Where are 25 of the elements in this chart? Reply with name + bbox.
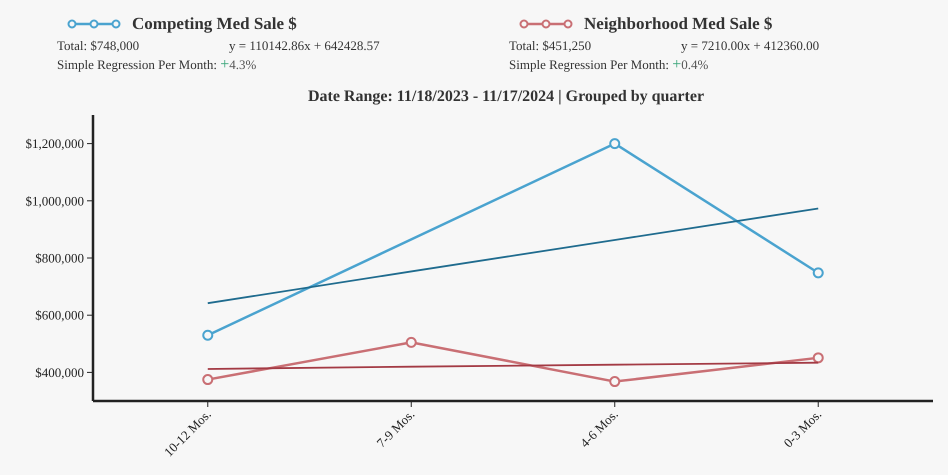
point [609, 376, 620, 388]
point [406, 336, 417, 348]
text: y = 110142.86x + 642428.57 [229, 38, 380, 53]
text: y = 7210.00x + 412360.00 [681, 38, 820, 53]
x-tick-label: 0-3 Mos. [780, 406, 824, 450]
point [812, 352, 824, 364]
line-series [206, 208, 820, 304]
text: Simple Regression Per Month: +4.3% [57, 56, 256, 73]
point [202, 374, 214, 386]
legend-label: Competing Med Sale $ [132, 14, 298, 33]
chart-title: Date Range: 11/18/2023 - 11/17/2024 | Grouped by quarter [308, 88, 704, 105]
point [609, 138, 620, 150]
legend-label: Neighborhood Med Sale $ [584, 14, 773, 33]
point [202, 330, 214, 341]
text: Total: $748,000 [57, 38, 140, 53]
x-tick-label: 7-9 Mos. [374, 406, 418, 450]
x-tick-label: 4-6 Mos. [577, 406, 621, 450]
y-tick-label: $600,000 [35, 308, 84, 323]
text: Total: $451,250 [509, 38, 592, 53]
text: Simple Regression Per Month: +0.4% [509, 56, 708, 73]
y-tick-label: $1,200,000 [26, 136, 84, 152]
y-tick-label: $1,000,000 [26, 193, 84, 208]
y-tick-label: $800,000 [35, 250, 84, 266]
y-tick-label: $400,000 [35, 364, 84, 380]
point [812, 267, 824, 278]
